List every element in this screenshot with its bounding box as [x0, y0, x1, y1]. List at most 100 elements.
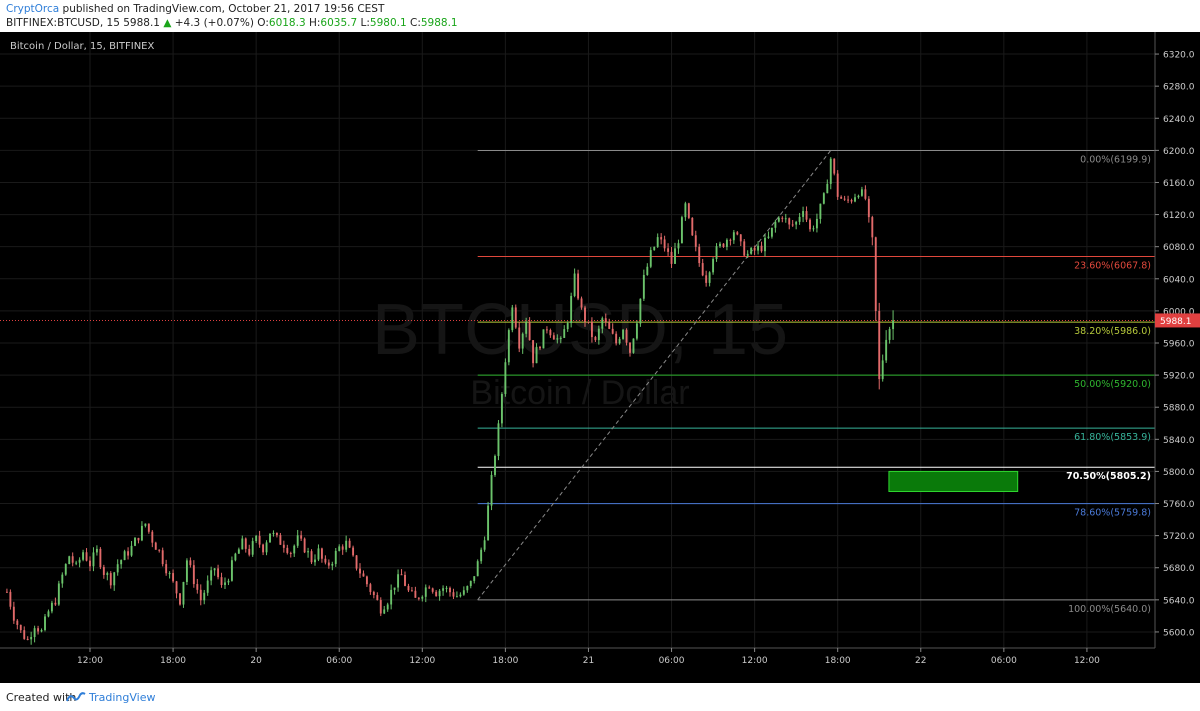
candle	[715, 243, 718, 262]
high-value: 6035.7	[320, 17, 358, 29]
candle-body	[393, 587, 396, 590]
tradingview-brand-link[interactable]: TradingView	[89, 691, 156, 704]
footer: Created with TradingView	[0, 683, 1200, 711]
candle	[815, 213, 818, 233]
candle	[680, 215, 683, 244]
candle-body	[746, 253, 749, 256]
candle-body	[341, 546, 344, 550]
candle-body	[795, 221, 798, 225]
candle-body	[635, 323, 638, 339]
candle	[116, 559, 119, 576]
candle	[12, 601, 15, 624]
candle-body	[372, 591, 375, 596]
candle-body	[414, 590, 417, 598]
candle-body	[805, 211, 808, 220]
target-zone-layer[interactable]	[888, 470, 1019, 492]
author-link[interactable]: CryptOrca	[6, 3, 60, 15]
candle-body	[282, 544, 285, 548]
candle	[158, 549, 161, 553]
candle-body	[604, 318, 607, 323]
candle	[438, 589, 441, 601]
candle-body	[774, 221, 777, 228]
candle-body	[566, 323, 569, 330]
candle-body	[248, 548, 251, 555]
candle	[701, 258, 704, 277]
candle-body	[722, 243, 725, 247]
candle-body	[802, 211, 805, 217]
candle	[532, 340, 535, 368]
candle	[597, 325, 600, 345]
price-tick-label: 6240.0	[1163, 115, 1195, 125]
candle	[334, 547, 337, 567]
fibonacci-retracement[interactable]: 0.00%(6199.9) 23.60%(6067.8) 38.20%(5986.0…	[477, 149, 1155, 615]
candle	[601, 316, 604, 334]
candle-body	[386, 604, 389, 610]
candle-body	[147, 523, 150, 532]
candle	[445, 585, 448, 593]
time-axis[interactable]: 12:00 18:00 20 06:00 12:00 18:00 21 06:00 12:00 1…	[0, 647, 1155, 666]
candle	[750, 247, 753, 255]
candle-body	[455, 596, 458, 598]
candle-body	[490, 474, 493, 506]
candle-body	[511, 307, 514, 331]
tradingview-logo-icon[interactable]	[66, 691, 86, 703]
candle-body	[383, 609, 386, 614]
candle	[369, 582, 372, 595]
candle	[352, 545, 355, 557]
candle-body	[629, 342, 631, 353]
candle-body	[788, 218, 791, 225]
candle	[47, 609, 50, 618]
candle	[199, 584, 202, 606]
candle	[590, 317, 593, 343]
target-zone-box[interactable]	[888, 470, 1019, 492]
candle	[518, 322, 521, 353]
candle	[407, 583, 410, 593]
candle-body	[303, 538, 306, 553]
candle	[421, 595, 424, 602]
candle	[639, 298, 642, 327]
candle-body	[615, 333, 618, 344]
candle-body	[573, 273, 576, 296]
price-chart[interactable]: BTCUSD, 15 Bitcoin / Dollar Bitcoin / Do…	[0, 32, 1200, 683]
candle-body	[106, 573, 109, 575]
candle-body	[345, 540, 348, 550]
candle-body	[833, 158, 836, 174]
candle	[487, 501, 490, 541]
candle	[99, 547, 102, 570]
candle	[892, 310, 895, 340]
candle-body	[196, 584, 199, 590]
grid-layer	[0, 32, 1155, 648]
candle	[511, 304, 514, 333]
candle	[784, 213, 787, 223]
low-value: 5980.1	[369, 17, 407, 29]
candle	[719, 241, 721, 248]
candle	[265, 540, 268, 556]
candle-body	[424, 587, 427, 597]
candle	[324, 555, 327, 565]
candle-body	[234, 553, 237, 561]
fib-trend-line[interactable]	[477, 150, 832, 601]
candle	[269, 533, 271, 543]
candle	[473, 576, 476, 584]
candle	[843, 195, 846, 201]
candle	[189, 557, 192, 568]
candle	[725, 238, 728, 251]
candle-body	[16, 620, 19, 625]
candle	[874, 236, 877, 321]
candle-body	[698, 246, 701, 264]
price-axis[interactable]: 5600.0 5640.0 5680.0 5720.0 5760.0 5800.0 5840…	[1154, 32, 1200, 683]
candle-body	[518, 327, 521, 349]
candle-body	[878, 310, 881, 380]
candle-body	[684, 203, 687, 218]
candle-body	[642, 274, 645, 299]
candle-body	[507, 330, 510, 363]
candle	[345, 535, 348, 553]
candle-body	[314, 559, 316, 563]
candle	[19, 624, 22, 633]
candle	[410, 587, 413, 592]
candle	[241, 535, 244, 550]
candle	[611, 323, 614, 335]
symbol-label: BITFINEX:BTCUSD, 15	[6, 17, 120, 29]
candle	[791, 219, 794, 227]
candle-body	[577, 273, 580, 299]
